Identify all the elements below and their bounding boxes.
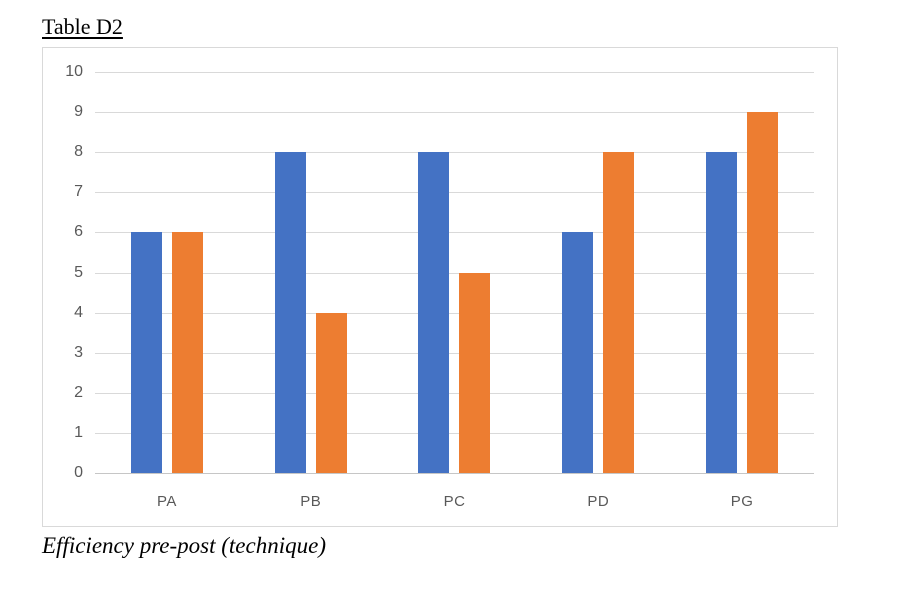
bar-series-2-PC (459, 272, 491, 473)
gridline-7 (95, 192, 814, 194)
x-category-label-PG: PG (730, 493, 754, 510)
bar-series-2-PB (315, 312, 347, 473)
category-group-PD (526, 72, 670, 473)
bar-series-1-PA (130, 232, 162, 473)
gridline-9 (95, 112, 814, 114)
x-category-label-PC: PC (443, 493, 466, 510)
x-category-label-PD: PD (587, 493, 610, 510)
chart-frame: 0 1 2 3 4 5 6 7 8 9 10 PA PB PC PD PG (42, 47, 838, 527)
chart-caption: Efficiency pre-post (technique) (42, 533, 326, 558)
category-group-PA (95, 72, 239, 473)
y-tick-label-4: 4 (74, 303, 83, 321)
y-tick-label-2: 2 (74, 383, 83, 401)
y-tick-label-1: 1 (74, 423, 83, 441)
bar-series-1-PG (706, 152, 738, 473)
category-group-PC (383, 72, 527, 473)
y-tick-label-0: 0 (74, 464, 83, 481)
plot-area (95, 72, 814, 474)
x-category-label-PA: PA (156, 493, 177, 510)
bar-series-2-PA (171, 232, 203, 473)
y-tick-label-10: 10 (65, 63, 83, 80)
y-tick-label-3: 3 (74, 343, 83, 361)
bar-series-1-PB (274, 152, 306, 473)
gridline-6 (95, 232, 814, 234)
y-tick-label-5: 5 (74, 263, 83, 281)
gridline-1 (95, 432, 814, 434)
bar-series-2-PG (747, 112, 779, 473)
y-tick-label-6: 6 (74, 223, 83, 241)
gridline-10 (95, 72, 814, 73)
gridline-2 (95, 392, 814, 394)
gridline-4 (95, 312, 814, 314)
x-axis-category-labels: PA PB PC PD PG (95, 491, 814, 513)
bar-series-2-PD (603, 152, 635, 473)
y-tick-label-8: 8 (74, 143, 83, 161)
bars-layer (95, 72, 814, 473)
y-tick-label-7: 7 (74, 183, 83, 201)
category-group-PG (670, 72, 814, 473)
bar-series-1-PD (562, 232, 594, 473)
gridline-3 (95, 352, 814, 354)
gridline-8 (95, 152, 814, 154)
category-group-PB (239, 72, 383, 473)
y-tick-label-9: 9 (74, 103, 83, 121)
gridline-0 (95, 473, 814, 474)
bar-series-1-PC (418, 152, 450, 473)
x-category-label-PB: PB (300, 493, 322, 510)
chart-title: Table D2 (42, 14, 123, 39)
gridline-5 (95, 272, 814, 274)
